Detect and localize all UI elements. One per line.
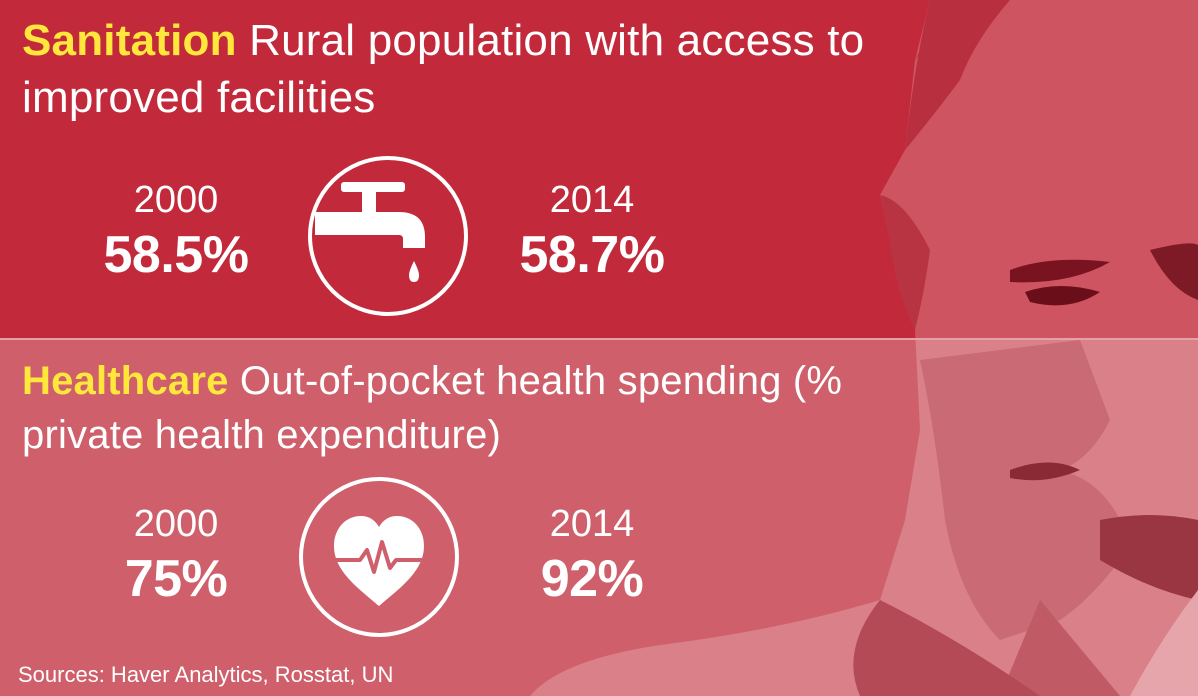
sanitation-2000-stat: 2000 58.5%: [86, 178, 266, 288]
sanitation-2000-value: 58.5%: [103, 226, 249, 284]
heart-pulse-icon: [299, 477, 459, 637]
sanitation-2014-value: 58.7%: [519, 226, 665, 284]
healthcare-2000-year: 2000: [133, 503, 219, 545]
healthcare-2000-value: 75%: [124, 550, 228, 608]
healthcare-2014-value: 92%: [540, 550, 644, 608]
healthcare-title: Out-of-pocket health spending (% private…: [22, 359, 843, 457]
healthcare-keyword: Healthcare: [22, 359, 229, 403]
sanitation-2014-year: 2014: [549, 179, 635, 221]
sanitation-2014-stat: 2014 58.7%: [502, 178, 682, 288]
healthcare-2014-year: 2014: [549, 503, 635, 545]
sanitation-heading: Sanitation Rural population with access …: [22, 12, 882, 126]
healthcare-heading: Healthcare Out-of-pocket health spending…: [22, 354, 882, 462]
section-divider: [0, 338, 1198, 340]
sanitation-keyword: Sanitation: [22, 16, 237, 65]
sanitation-2000-year: 2000: [133, 179, 219, 221]
sources-note: Sources: Haver Analytics, Rosstat, UN: [18, 662, 394, 687]
healthcare-2014-stat: 2014 92%: [502, 502, 682, 612]
sanitation-title: Rural population with access to improved…: [22, 16, 865, 122]
water-tap-icon: [308, 156, 468, 316]
healthcare-2000-stat: 2000 75%: [86, 502, 266, 612]
